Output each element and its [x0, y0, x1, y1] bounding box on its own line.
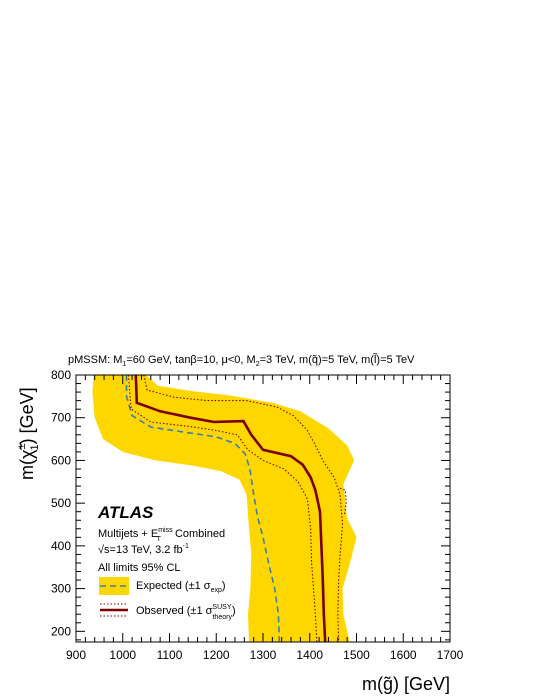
x-tick-label: 1300 [250, 648, 277, 662]
x-tick-label: 1500 [343, 648, 370, 662]
legend-observed-label: Observed (±1 σSUSY theory) [136, 604, 236, 621]
plot-area [92, 375, 357, 642]
x-axis-label: m(g̃) [GeV] [362, 674, 450, 694]
y-tick-labels: 200 300 400 500 600 700 800 [51, 368, 71, 638]
info-line-cl: All limits 95% CL [98, 562, 181, 574]
legend-expected-label: Expected (±1 σexp) [136, 580, 226, 594]
observed-limit-line [134, 375, 327, 642]
x-tick-label: 1200 [203, 648, 230, 662]
y-tick-label: 500 [51, 496, 71, 510]
observed-theory-minus-line [127, 375, 318, 642]
y-tick-label: 200 [51, 624, 71, 638]
y-tick-label: 700 [51, 411, 71, 425]
info-line-analysis: Multijets + Emiss T Combined [98, 527, 225, 543]
x-tick-label: 1000 [109, 648, 136, 662]
y-tick-label: 800 [51, 368, 71, 382]
x-tick-labels: 900 1000 1100 1200 1300 1400 1500 1600 1700 [66, 648, 464, 662]
axis-ticks [75, 374, 451, 642]
y-tick-label: 600 [51, 453, 71, 467]
x-tick-label: 1400 [296, 648, 323, 662]
x-tick-label: 1600 [390, 648, 417, 662]
observed-theory-plus-line [143, 375, 344, 642]
expected-limit-line [125, 375, 281, 642]
atlas-label: ATLAS [97, 503, 154, 522]
x-tick-label: 900 [66, 648, 86, 662]
x-tick-label: 1100 [157, 648, 183, 662]
info-line-energy-lumi: √s=13 TeV, 3.2 fb-1 [98, 543, 189, 556]
y-tick-label: 400 [51, 539, 71, 553]
y-tick-label: 300 [51, 582, 71, 596]
x-tick-label: 1700 [437, 648, 464, 662]
chart-header: pMSSM: M1=60 GeV, tanβ=10, μ<0, M2=3 TeV… [68, 353, 415, 368]
expected-uncertainty-band [92, 375, 357, 642]
y-axis-label: m(χ̃±1) [GeV] [16, 387, 41, 480]
observed-theory-plus-line-segment [339, 487, 347, 517]
